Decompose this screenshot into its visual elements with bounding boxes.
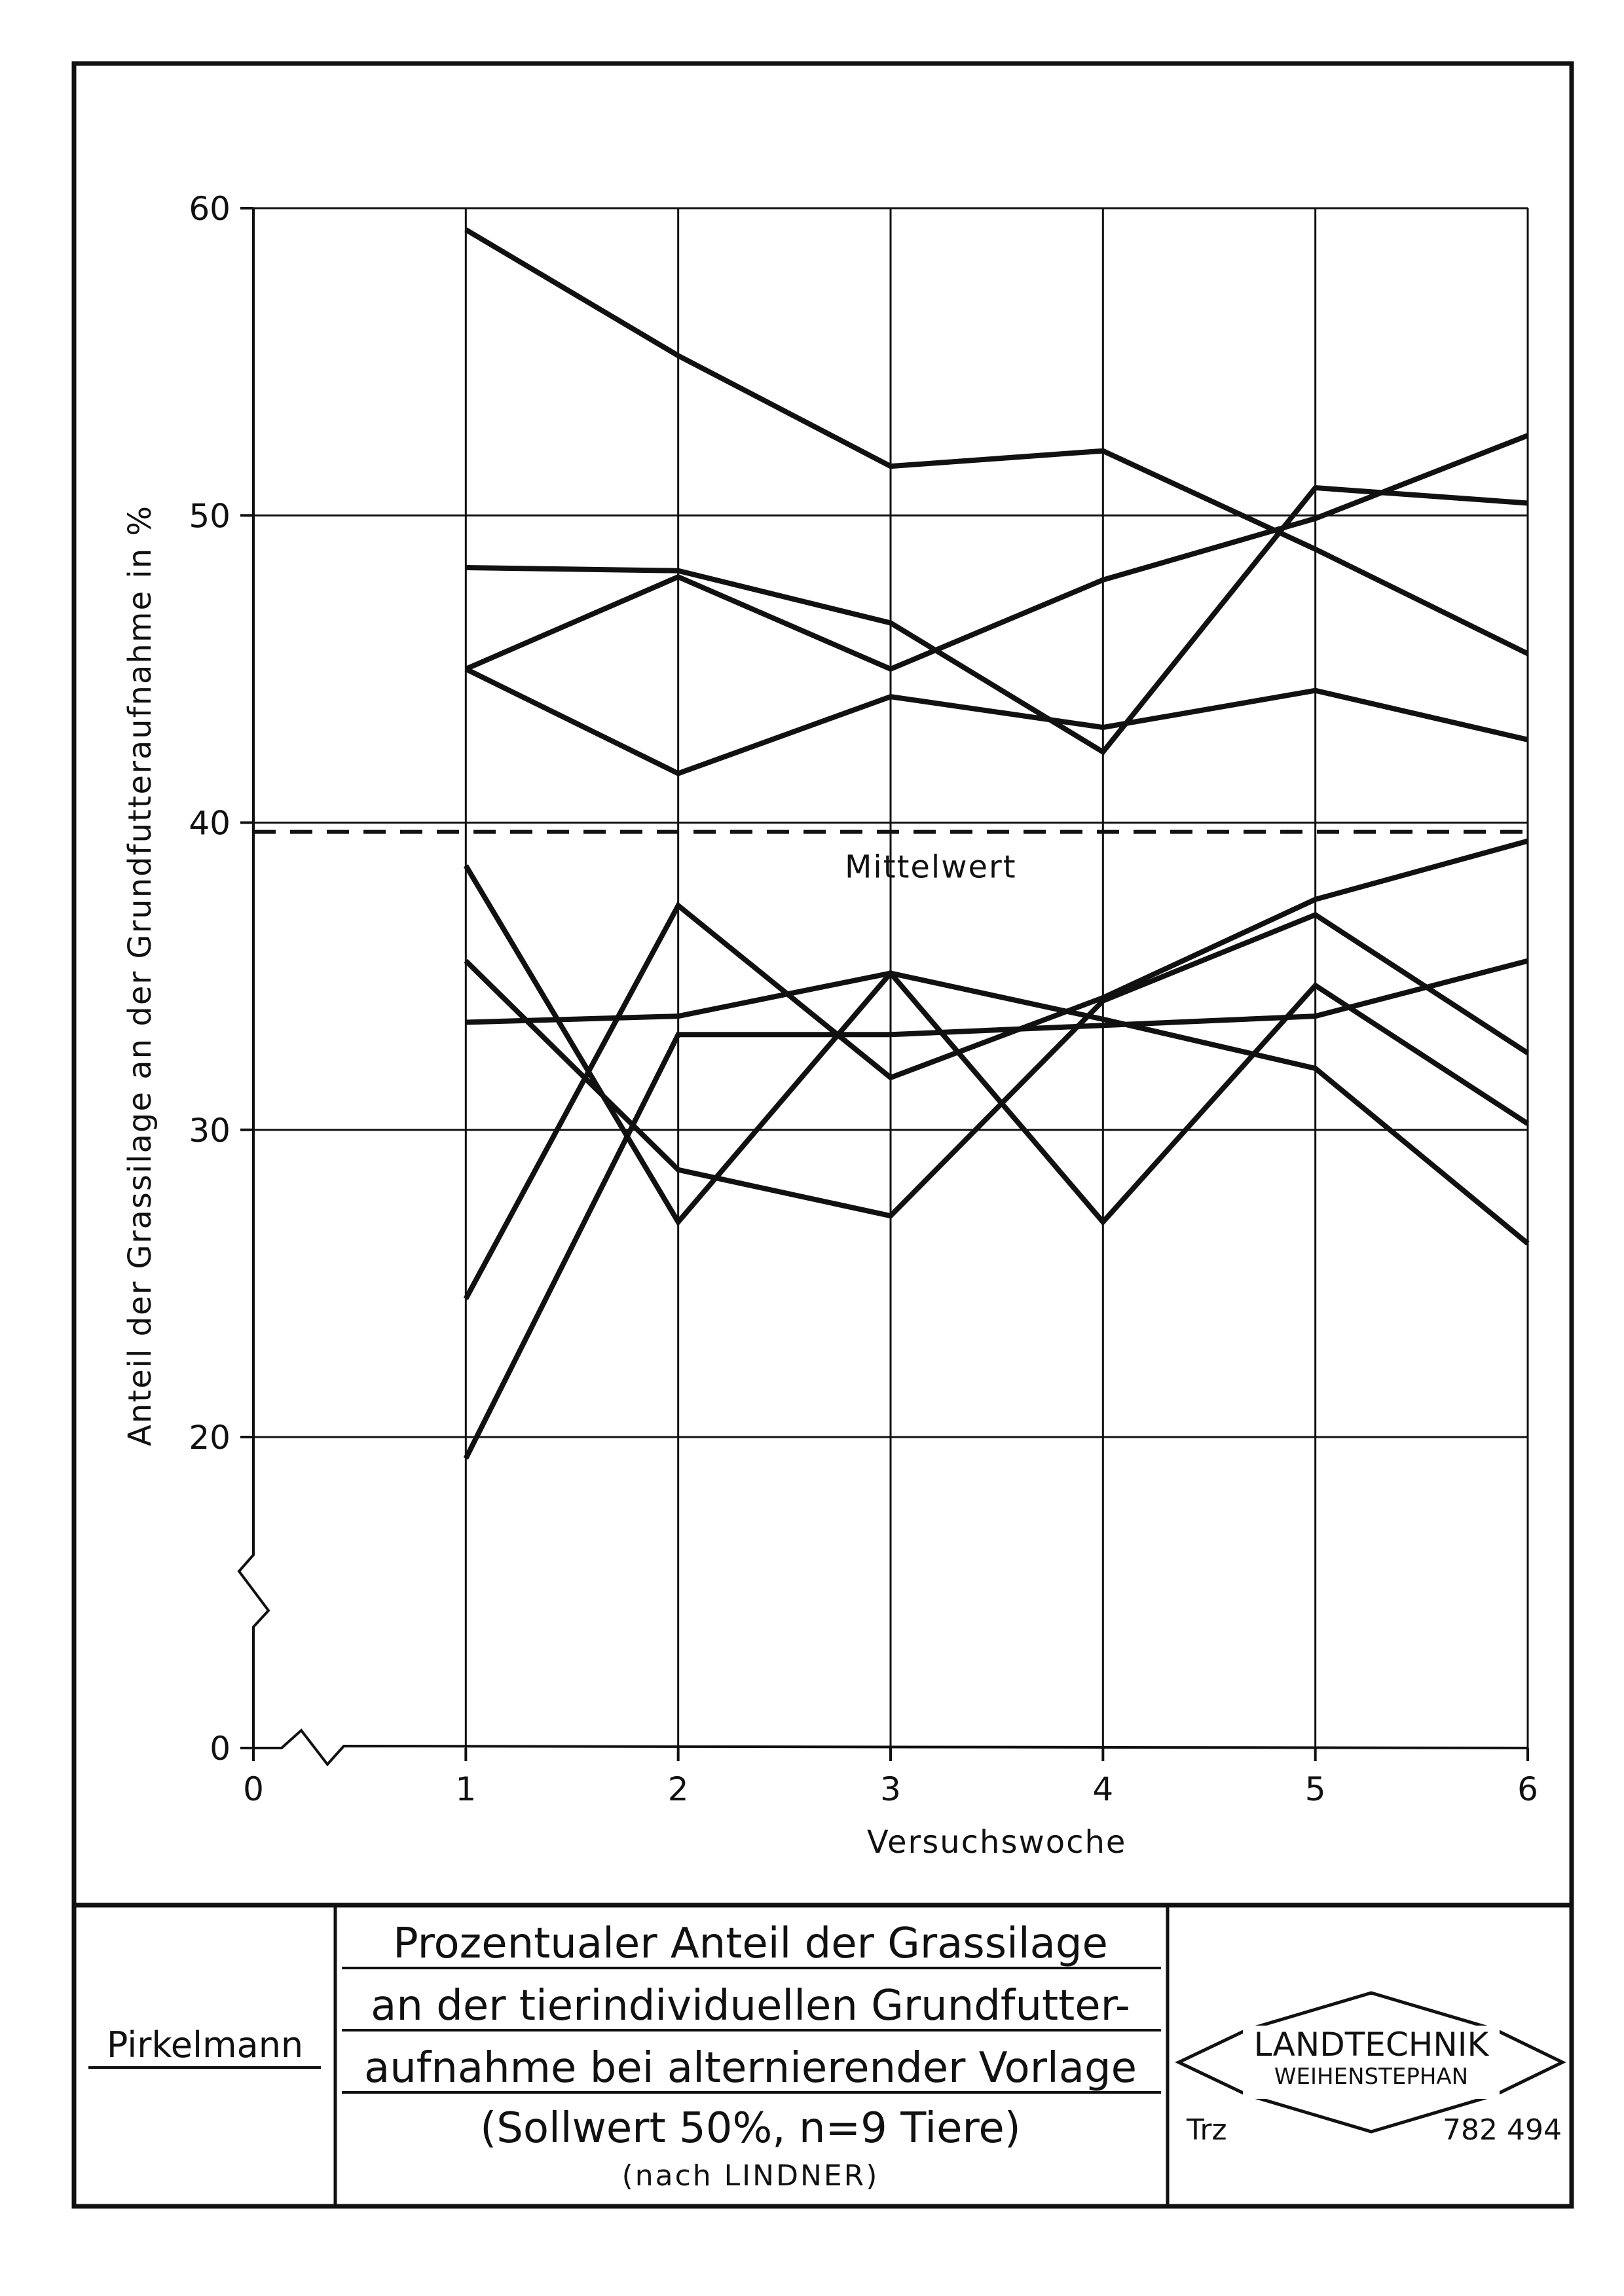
title-subtitle: (Sollwert 50%, n=9 Tiere): [480, 2104, 1021, 2153]
title-source: (nach LINDNER): [622, 2159, 879, 2193]
author-name: Pirkelmann: [107, 2024, 303, 2066]
drawing-number: 782 494: [1443, 2113, 1562, 2147]
line-chart: 0 20 30 40 50 60 0 1 2 3 4 5 6 Mittelwert Versuchsw…: [122, 190, 1538, 1861]
logo-line-1: LANDTECHNIK: [1254, 2026, 1490, 2064]
chart-axes: [237, 207, 1529, 1767]
title-line-2: an der tierindividuellen Grundfutter-: [371, 1982, 1130, 2030]
series-line-3: [464, 433, 1529, 672]
x-tick-label-5: 5: [1305, 1770, 1326, 1808]
chart-grid: [253, 207, 1529, 1748]
data-series: [463, 227, 1530, 1460]
series-line-4: [464, 666, 1528, 776]
title-line-1: Prozentualer Anteil der Grassilage: [393, 1920, 1108, 1968]
series-line-2: [466, 484, 1528, 756]
x-tick-label-3: 3: [880, 1770, 901, 1808]
logo-text-backing: [1243, 2026, 1500, 2099]
x-tick-label-1: 1: [455, 1770, 476, 1808]
x-tick-label-2: 2: [668, 1770, 689, 1808]
title-block: Pirkelmann Prozentualer Anteil der Grass…: [88, 1920, 1566, 2193]
y-tick-label-0: 0: [210, 1730, 231, 1768]
y-tick-labels: 0 20 30 40 50 60: [189, 190, 231, 1768]
series-line-8: [463, 838, 1529, 1300]
y-tick-label-40: 40: [189, 805, 231, 843]
x-tick-label-6: 6: [1517, 1770, 1538, 1808]
series-line-1: [464, 227, 1529, 657]
y-tick-label-30: 30: [189, 1112, 231, 1150]
logo-line-2: WEIHENSTEPHAN: [1274, 2064, 1468, 2090]
series-line-5: [463, 864, 1530, 1227]
x-tick-label-4: 4: [1092, 1770, 1113, 1808]
series-line-6: [464, 911, 1530, 1219]
x-axis-line: [253, 1728, 1528, 1767]
x-axis-label: Versuchswoche: [867, 1824, 1127, 1861]
series-line-7: [466, 970, 1530, 1246]
y-axis-label: Anteil der Grassilage an der Grundfutter…: [122, 505, 158, 1446]
y-tick-label-60: 60: [189, 190, 231, 228]
reference-line-label: Mittelwert: [845, 849, 1017, 886]
outer-frame: [71, 61, 1574, 2209]
series-line-9: [463, 958, 1529, 1460]
y-tick-label-20: 20: [189, 1419, 231, 1457]
x-tick-label-0: 0: [243, 1770, 264, 1808]
y-tick-label-50: 50: [189, 497, 231, 535]
landtechnik-logo: [1175, 1991, 1566, 2134]
x-tick-labels: 0 1 2 3 4 5 6: [243, 1770, 1538, 1808]
drawer-initials: Trz: [1186, 2113, 1227, 2147]
y-axis-line: [237, 208, 270, 1748]
title-line-3: aufnahme bei alternierender Vorlage: [364, 2044, 1137, 2092]
